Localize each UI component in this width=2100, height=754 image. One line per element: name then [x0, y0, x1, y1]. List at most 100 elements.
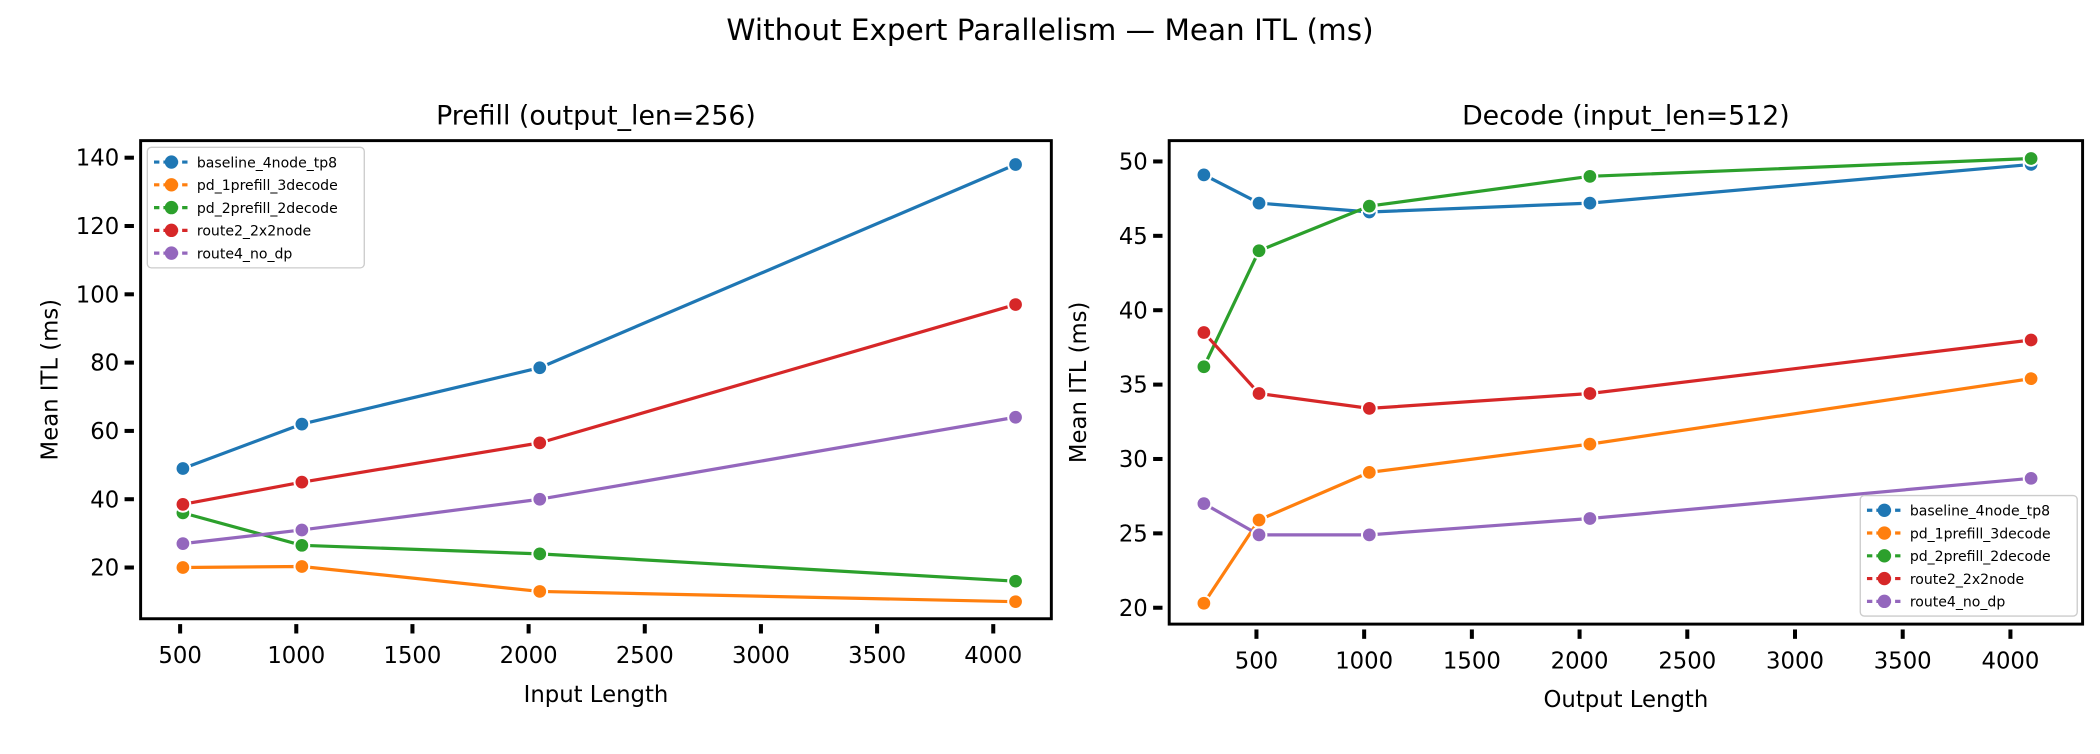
prefill-panel: Prefill (output_len=256) Input Length Mean…	[38, 101, 1053, 708]
legend-item: pd_1prefill_3decode	[154, 178, 338, 194]
data-point-pd_2prefill_2decode	[1360, 197, 1378, 215]
legend: baseline_4node_tp8 pd_1prefill_3decode pd_…	[146, 146, 365, 269]
data-point-pd_1prefill_3decode	[174, 559, 192, 576]
legend-item: baseline_4node_tp8	[154, 155, 337, 171]
data-point-pd_1prefill_3decode	[293, 558, 311, 575]
legend-marker	[1877, 571, 1892, 586]
y-tick-label: 20	[1119, 596, 1148, 622]
data-point-route4_no_dp	[1195, 495, 1213, 512]
legend-label: baseline_4node_tp8	[197, 155, 337, 171]
data-point-route2_2x2node	[1360, 400, 1378, 417]
data-point-pd_2prefill_2decode	[1250, 242, 1268, 260]
legend-box	[146, 146, 365, 269]
data-point-route4_no_dp	[1250, 526, 1268, 544]
data-point-pd_1prefill_3decode	[1360, 463, 1378, 481]
y-tick-label: 50	[1119, 149, 1148, 175]
panel-title: Decode (input_len=512)	[1462, 101, 1790, 132]
data-point-route2_2x2node	[531, 434, 549, 452]
data-point-route2_2x2node	[1250, 385, 1268, 402]
data-point-route2_2x2node	[1007, 296, 1024, 313]
legend-marker	[164, 200, 179, 215]
data-point-pd_2prefill_2decode	[293, 536, 311, 554]
legend-marker	[1877, 526, 1892, 540]
series-line-baseline_4node_tp8	[182, 163, 1017, 470]
data-point-baseline_4node_tp8	[1195, 166, 1213, 184]
data-point-route4_no_dp	[531, 490, 549, 508]
data-point-route4_no_dp	[174, 535, 192, 552]
legend-marker	[164, 178, 179, 192]
data-point-baseline_4node_tp8	[293, 415, 311, 433]
data-point-pd_1prefill_3decode	[1250, 511, 1268, 529]
legend-marker	[1877, 549, 1892, 563]
legend-marker	[164, 246, 179, 260]
x-tick-label: 1500	[1443, 648, 1501, 674]
x-tick-label: 2000	[1551, 648, 1609, 674]
data-point-pd_2prefill_2decode	[1581, 167, 1599, 185]
x-tick-label: 3500	[848, 643, 906, 669]
data-point-route4_no_dp	[293, 521, 311, 539]
axes-frame	[1167, 139, 2085, 626]
legend-item: pd_2prefill_2decode	[154, 200, 338, 217]
data-point-route2_2x2node	[2022, 331, 2040, 349]
series-line-pd_1prefill_3decode	[182, 564, 1016, 604]
y-tick-label: 60	[90, 419, 119, 445]
series-line-baseline_4node_tp8	[1203, 162, 2032, 214]
x-tick-label: 500	[1235, 648, 1278, 674]
x-tick-label: 500	[158, 643, 201, 669]
data-point-pd_2prefill_2decode	[1195, 358, 1213, 376]
y-tick-label: 45	[1119, 224, 1148, 250]
legend-label: route2_2x2node	[1910, 572, 2024, 588]
data-point-pd_1prefill_3decode	[2022, 370, 2040, 388]
figure-title: Without Expert Parallelism — Mean ITL (m…	[726, 13, 1373, 47]
legend-marker	[1877, 503, 1892, 517]
data-point-baseline_4node_tp8	[1007, 156, 1024, 173]
data-point-route2_2x2node	[293, 473, 311, 491]
legend-box	[1859, 494, 2078, 617]
legend-item: route4_no_dp	[1866, 594, 2005, 611]
x-tick-label: 3500	[1874, 648, 1932, 674]
legend-marker	[164, 155, 179, 169]
x-tick-label: 1500	[383, 643, 441, 669]
legend-marker	[1877, 594, 1892, 609]
y-tick-label: 140	[76, 146, 119, 172]
legend-label: pd_1prefill_3decode	[197, 178, 338, 194]
legend-item: route2_2x2node	[1866, 571, 2024, 588]
data-point-pd_1prefill_3decode	[1581, 435, 1599, 453]
panel-title: Prefill (output_len=256)	[436, 101, 756, 132]
y-axis-label: Mean ITL (ms)	[1066, 302, 1092, 464]
x-tick-label: 2000	[500, 643, 558, 669]
legend-label: pd_1prefill_3decode	[1910, 526, 2051, 542]
y-tick-label: 35	[1119, 373, 1148, 399]
x-axis-label: Output Length	[1544, 687, 1709, 713]
x-tick-label: 2500	[616, 643, 674, 669]
legend-label: pd_2prefill_2decode	[197, 201, 338, 217]
legend-item: baseline_4node_tp8	[1866, 503, 2050, 520]
axes-frame	[139, 139, 1053, 621]
data-point-route2_2x2node	[1581, 385, 1599, 402]
series-line-pd_2prefill_2decode	[1202, 156, 2032, 368]
data-point-pd_1prefill_3decode	[1007, 593, 1024, 611]
y-tick-label: 80	[90, 351, 119, 377]
data-point-route2_2x2node	[1195, 324, 1213, 341]
x-tick-label: 3000	[732, 643, 790, 669]
data-point-pd_1prefill_3decode	[1195, 594, 1213, 612]
legend-marker	[164, 223, 179, 238]
y-axis-label: Mean ITL (ms)	[38, 299, 64, 461]
legend-item: route4_no_dp	[154, 246, 292, 262]
y-tick-label: 20	[90, 556, 119, 582]
legend-item: pd_2prefill_2decode	[1866, 549, 2051, 565]
y-tick-label: 40	[90, 487, 119, 513]
y-tick-label: 120	[76, 214, 119, 240]
decode-panel: Decode (input_len=512) Output Length Mean …	[1066, 101, 2085, 713]
legend: baseline_4node_tp8 pd_1prefill_3decode pd_…	[1859, 494, 2078, 617]
data-point-baseline_4node_tp8	[1250, 194, 1268, 212]
y-tick-label: 40	[1119, 298, 1148, 324]
data-point-pd_1prefill_3decode	[531, 583, 549, 600]
x-tick-label: 2500	[1658, 648, 1716, 674]
x-tick-label: 1000	[267, 643, 325, 669]
data-point-baseline_4node_tp8	[174, 460, 192, 477]
legend-item: route2_2x2node	[154, 223, 311, 240]
data-point-baseline_4node_tp8	[531, 359, 549, 377]
legend-label: pd_2prefill_2decode	[1910, 549, 2051, 565]
